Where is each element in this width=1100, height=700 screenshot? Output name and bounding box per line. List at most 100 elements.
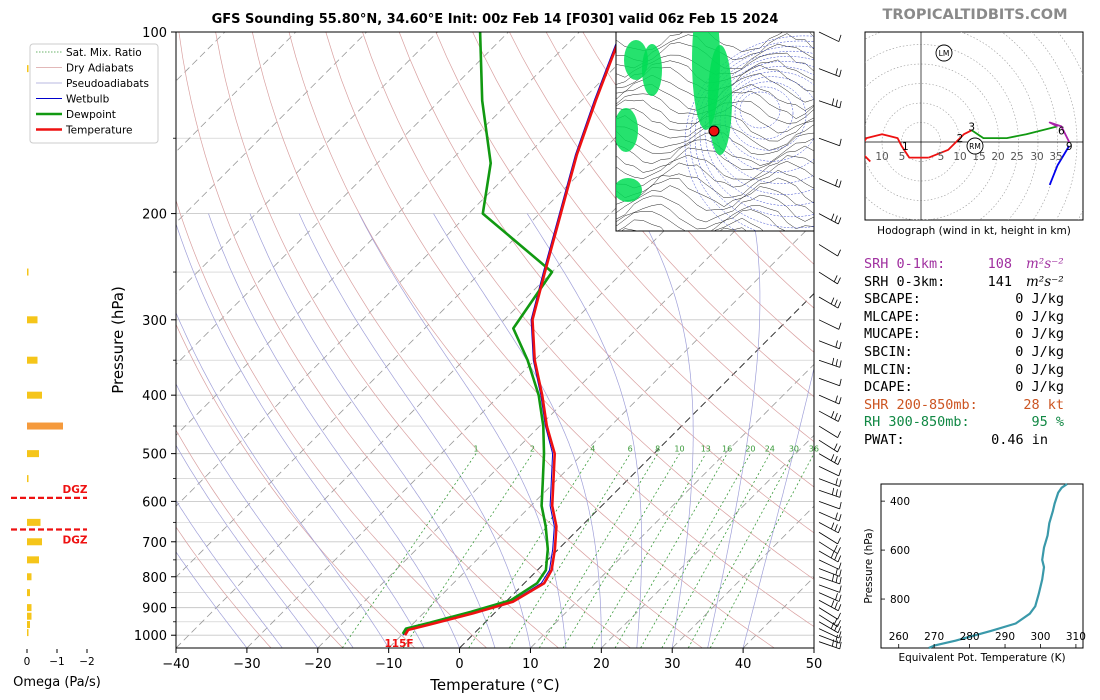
- wind-barb: [818, 439, 838, 453]
- x-tick-label: 30: [664, 657, 681, 672]
- index-value: 0 J/kg: [1015, 361, 1064, 378]
- wind-barb: [818, 137, 840, 147]
- dry-adiabat: [582, 32, 814, 309]
- wind-barbs: [818, 31, 842, 650]
- wind-barb-flag: [835, 178, 838, 186]
- wind-barb-flag: [831, 411, 835, 418]
- pseudoadiabat: [176, 551, 248, 648]
- index-row-srh03: SRH 0-3km: m²s⁻² 141: [864, 274, 1094, 291]
- hodograph-caption: Hodograph (wind in kt, height in km): [877, 225, 1071, 237]
- wind-barb-flag: [835, 634, 838, 642]
- pseudoadiabat: [176, 383, 354, 648]
- wind-barb-flag: [837, 547, 841, 554]
- omega-bar: [27, 621, 30, 629]
- inset-map: [615, 31, 815, 232]
- wind-barb: [818, 599, 839, 612]
- omega-bar: [27, 65, 29, 73]
- theta-e-y-tick-label: 400: [890, 496, 910, 508]
- wind-barb-flag: [839, 138, 842, 146]
- index-value: 0 J/kg: [1015, 291, 1064, 308]
- x-tick-label: −30: [233, 657, 260, 672]
- theta-e-x-tick-label: 310: [1066, 631, 1086, 643]
- storm-motion-marker: [935, 44, 953, 62]
- x-tick-label: −40: [162, 657, 189, 672]
- wind-barb-flag: [831, 639, 835, 647]
- isotherm: [317, 151, 814, 648]
- wind-barb: [818, 568, 840, 577]
- omega-bar: [27, 612, 32, 620]
- wind-barb: [818, 68, 840, 77]
- storm-motion-marker: [966, 137, 984, 155]
- surface-temp-label: 115F: [384, 638, 413, 650]
- isotherm: [176, 32, 651, 507]
- wind-barb-flag: [837, 431, 841, 438]
- wind-barb-flag: [837, 620, 841, 627]
- y-tick-label: 500: [142, 448, 167, 463]
- hodograph-height-label: 1: [902, 141, 909, 153]
- wind-barb: [818, 453, 839, 465]
- severe-indices: SRH 0-1km: m²s⁻² 108 SRH 0-3km: m²s⁻² 141 SBCA…: [864, 256, 1094, 456]
- wind-barb-flag: [834, 412, 838, 420]
- mixing-ratio-line: [614, 453, 728, 648]
- map-isobar: [616, 160, 814, 189]
- theta-e-line: [928, 483, 1068, 650]
- index-value: 95 %: [1031, 414, 1064, 431]
- wind-barb: [818, 319, 840, 330]
- dry-adiabat: [215, 32, 631, 648]
- wind-barb-flag: [831, 487, 835, 495]
- index-value: 0 J/kg: [1015, 344, 1064, 360]
- index-label: MUCAPE:: [864, 326, 921, 343]
- index-row-sbcape: SBCAPE: 0 J/kg: [864, 291, 1094, 308]
- x-tick-label: 10: [522, 657, 539, 672]
- wind-barb-flag: [835, 395, 838, 403]
- index-row-srh01: SRH 0-1km: m²s⁻² 108: [864, 256, 1094, 273]
- wind-barb-flag: [839, 501, 842, 509]
- index-label: PWAT:: [864, 432, 905, 448]
- mixing-ratio-label: 24: [765, 445, 775, 454]
- mixing-ratio-line: [640, 453, 751, 648]
- x-tick-label: 50: [806, 657, 823, 672]
- wind-barb: [818, 340, 840, 350]
- wind-barb-flag: [835, 489, 838, 497]
- storm-motion-label: RM: [969, 142, 981, 151]
- omega-bar: [27, 450, 39, 458]
- hodograph-height-label: 3: [968, 121, 975, 133]
- hodograph-trace: [928, 129, 973, 159]
- omega-bar: [27, 422, 63, 430]
- omega-bar: [27, 538, 42, 546]
- hodograph-trace: [971, 125, 1058, 139]
- pseudoadiabat: [742, 366, 814, 648]
- wind-barb-flag: [837, 277, 841, 285]
- mixing-ratio-label: 20: [745, 445, 755, 454]
- wind-barb-flag: [835, 512, 838, 520]
- wind-barb-flag: [831, 357, 835, 365]
- mixing-ratio-line: [341, 453, 477, 648]
- hodograph-ring-label: 25: [1010, 151, 1023, 163]
- omega-bar: [27, 316, 38, 324]
- index-label: SBCAPE:: [864, 291, 921, 308]
- wind-barb-flag: [839, 490, 842, 498]
- wind-barb-flag: [831, 574, 835, 582]
- omega-bar: [27, 268, 29, 276]
- wind-barb-flag: [833, 617, 838, 625]
- legend-label: Pseudoadiabats: [66, 78, 149, 90]
- y-tick-label: 100: [142, 26, 167, 41]
- omega-tick-label: −1: [49, 656, 64, 668]
- wind-barb-flag: [834, 602, 838, 609]
- omega-bar: [27, 604, 32, 612]
- map-thickness-contour: [739, 91, 781, 129]
- hodograph-trace: [1048, 145, 1070, 186]
- legend-label: Sat. Mix. Ratio: [66, 47, 142, 59]
- mixing-ratio-line: [562, 453, 680, 648]
- wind-barb-flag: [834, 553, 838, 561]
- hodograph-ring-label: 20: [991, 151, 1004, 163]
- map-isobar: [616, 177, 814, 208]
- index-row-mucape: MUCAPE: 0 J/kg: [864, 326, 1094, 343]
- mixing-ratio-line: [709, 453, 814, 648]
- index-value: 0 J/kg: [1015, 379, 1064, 396]
- wind-barb: [818, 478, 840, 487]
- pseudoadiabat: [298, 213, 531, 648]
- wind-barb-flag: [830, 600, 835, 608]
- theta-e-xlabel: Equivalent Pot. Temperature (K): [898, 652, 1065, 664]
- wind-barb-flag: [837, 458, 842, 465]
